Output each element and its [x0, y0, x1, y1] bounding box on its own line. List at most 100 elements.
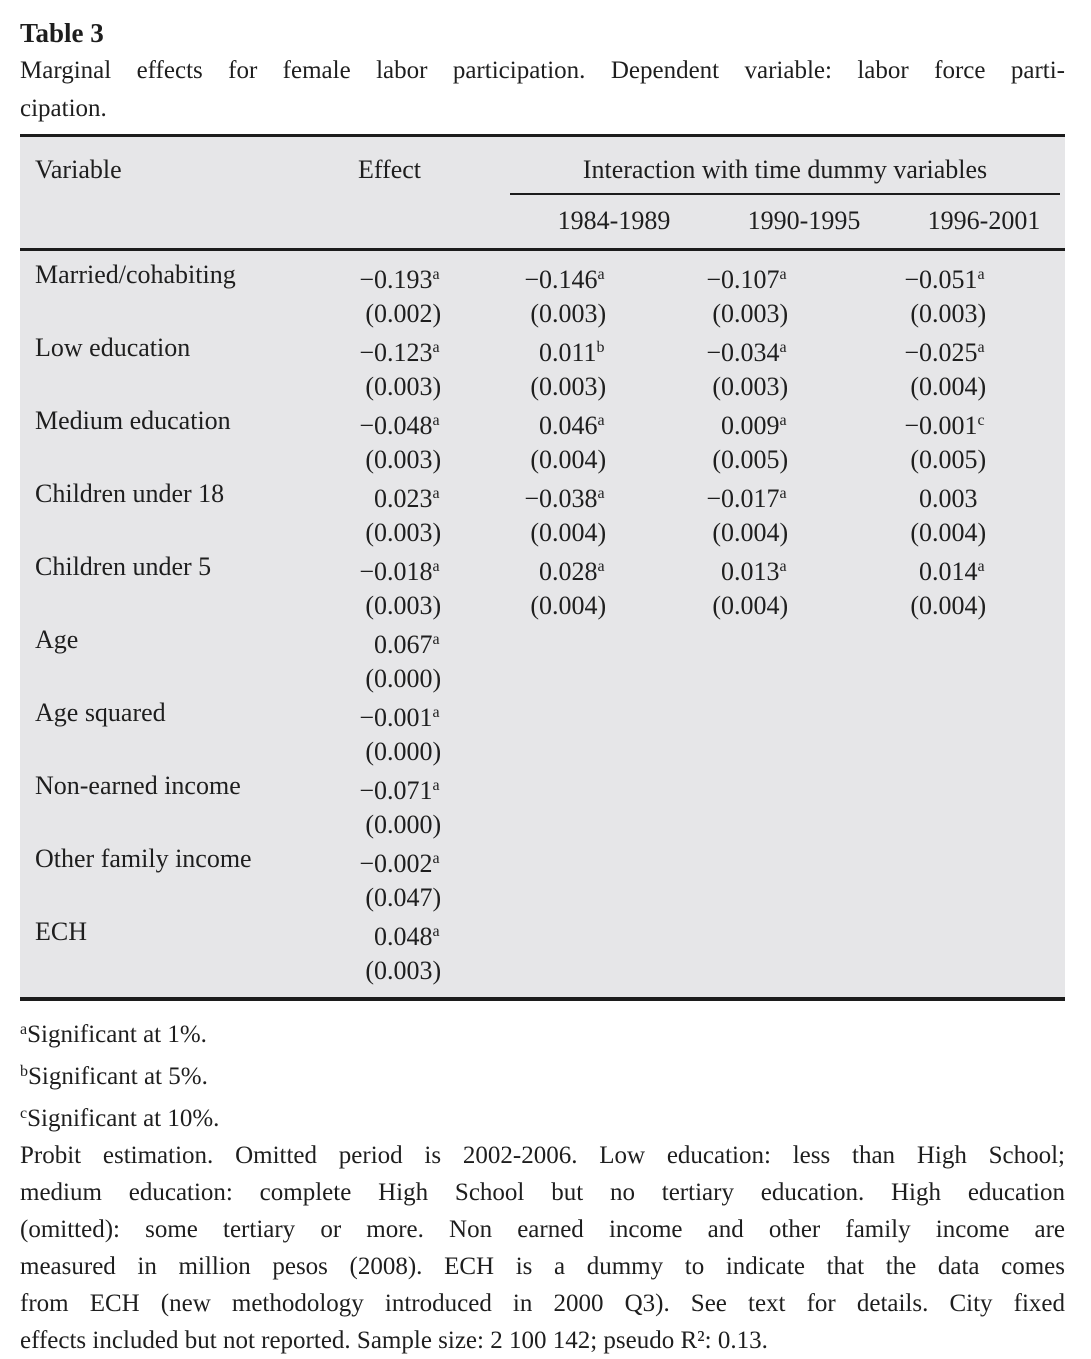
- standard-error: (0.003): [910, 299, 987, 328]
- value-cell: −0.048a (0.003): [358, 404, 523, 477]
- value-cell: −0.051a (0.003): [903, 258, 1065, 331]
- standard-error: (0.047): [365, 883, 442, 912]
- marginal-effect-value: 0.023a: [374, 484, 440, 513]
- value-cell: [903, 769, 1065, 842]
- note-line: Probit estimation. Omitted period is 200…: [20, 1142, 1065, 1169]
- value-cell: −0.107a (0.003): [705, 258, 903, 331]
- standard-error: (0.004): [530, 518, 607, 547]
- value-cell: −0.034a (0.003): [705, 331, 903, 404]
- table-row: Medium education −0.048a (0.003) 0.046a (0.0…: [20, 404, 1065, 477]
- standard-error: (0.003): [530, 372, 607, 401]
- value-cell: 0.028a (0.004): [523, 550, 705, 623]
- standard-error: (0.003): [365, 591, 442, 620]
- value-cell: 0.023a (0.003): [358, 477, 523, 550]
- standard-error: (0.003): [530, 299, 607, 328]
- table-body: Married/cohabiting −0.193a (0.002) −0.146a (…: [20, 251, 1065, 997]
- note-line: from ECH (new methodology introduced in …: [20, 1290, 1065, 1317]
- variable-name: Medium education: [35, 406, 231, 435]
- marginal-effect-value: −0.018a: [359, 557, 440, 586]
- marginal-effect-value: 0.011b: [539, 338, 605, 367]
- footnote-c: cSignificant at 10%.: [20, 1095, 1065, 1137]
- standard-error: (0.003): [712, 372, 789, 401]
- value-cell: [523, 623, 705, 696]
- footnote-b: bSignificant at 5%.: [20, 1053, 1065, 1095]
- marginal-effect-value: −0.017a: [706, 484, 787, 513]
- table-row: Age 0.067a (0.000): [20, 623, 1065, 696]
- standard-error: (0.004): [910, 591, 987, 620]
- footnote-c-sup: c: [20, 1105, 28, 1122]
- variable-name: ECH: [35, 917, 87, 946]
- marginal-effect-value: −0.107a: [706, 265, 787, 294]
- standard-error: (0.005): [712, 445, 789, 474]
- variable-name: Married/cohabiting: [35, 260, 236, 289]
- footnote-a-sup: a: [20, 1021, 28, 1038]
- value-cell: [903, 623, 1065, 696]
- standard-error: (0.004): [910, 518, 987, 547]
- standard-error: (0.005): [910, 445, 987, 474]
- value-cell: 0.048a (0.003): [358, 915, 523, 988]
- table-period-header-row: 1984-1989 1990-1995 1996-2001: [20, 195, 1065, 251]
- marginal-effect-value: −0.038a: [524, 484, 605, 513]
- table-caption: Marginal effects for female labor partic…: [20, 52, 1065, 128]
- table-row: Children under 18 0.023a (0.003) −0.038a (0.…: [20, 477, 1065, 550]
- marginal-effect-value: 0.067a: [374, 630, 440, 659]
- value-cell: 0.014a (0.004): [903, 550, 1065, 623]
- value-cell: [523, 842, 705, 915]
- value-cell: −0.193a (0.002): [358, 258, 523, 331]
- standard-error: (0.004): [712, 518, 789, 547]
- significance-footnotes: aSignificant at 1%. bSignificant at 5%. …: [20, 1011, 1065, 1137]
- value-cell: [903, 915, 1065, 988]
- value-cell: 0.013a (0.004): [705, 550, 903, 623]
- value-cell: −0.018a (0.003): [358, 550, 523, 623]
- standard-error: (0.003): [365, 445, 442, 474]
- table-row: Children under 5 −0.018a (0.003) 0.028a (0.0…: [20, 550, 1065, 623]
- column-header-period-2: 1990-1995: [747, 206, 861, 235]
- standard-error: (0.000): [365, 664, 442, 693]
- footnote-c-text: Significant at 10%.: [27, 1105, 220, 1132]
- standard-error: (0.000): [365, 810, 442, 839]
- standard-error: (0.004): [530, 445, 607, 474]
- value-cell: −0.146a (0.003): [523, 258, 705, 331]
- variable-name: Non-earned income: [35, 771, 241, 800]
- note-line: medium education: complete High School b…: [20, 1179, 1065, 1206]
- variable-name: Children under 18: [35, 479, 225, 508]
- column-header-period-1: 1984-1989: [557, 206, 671, 235]
- caption-line-2: cipation.: [20, 95, 107, 122]
- variable-name: Children under 5: [35, 552, 212, 581]
- table-row: Non-earned income −0.071a (0.000): [20, 769, 1065, 842]
- value-cell: 0.067a (0.000): [358, 623, 523, 696]
- column-header-variable: Variable: [35, 155, 122, 184]
- value-cell: [705, 842, 903, 915]
- note-line: (omitted): some tertiary or more. Non ea…: [20, 1216, 1065, 1243]
- marginal-effect-value: −0.001c: [904, 411, 985, 440]
- marginal-effect-value: −0.123a: [359, 338, 440, 367]
- footnote-a-text: Significant at 1%.: [27, 1021, 207, 1048]
- value-cell: −0.002a (0.047): [358, 842, 523, 915]
- column-header-interaction: Interaction with time dummy variables: [510, 150, 1060, 195]
- value-cell: [523, 696, 705, 769]
- marginal-effect-value: 0.003: [919, 484, 978, 513]
- variable-name: Low education: [35, 333, 191, 362]
- value-cell: [705, 696, 903, 769]
- standard-error: (0.003): [365, 372, 442, 401]
- marginal-effect-value: 0.014a: [919, 557, 985, 586]
- value-cell: [523, 915, 705, 988]
- marginal-effect-value: 0.013a: [721, 557, 787, 586]
- standard-error: (0.004): [910, 372, 987, 401]
- caption-line-1: Marginal effects for female labor partic…: [20, 57, 1065, 84]
- value-cell: 0.003 (0.004): [903, 477, 1065, 550]
- value-cell: 0.011b (0.003): [523, 331, 705, 404]
- value-cell: [903, 842, 1065, 915]
- results-table: Variable Effect Interaction with time du…: [20, 134, 1065, 1001]
- value-cell: [903, 696, 1065, 769]
- standard-error: (0.004): [530, 591, 607, 620]
- standard-error: (0.004): [712, 591, 789, 620]
- value-cell: [705, 769, 903, 842]
- table-number: Table 3: [20, 18, 104, 48]
- table-notes: Probit estimation. Omitted period is 200…: [20, 1137, 1065, 1359]
- column-header-period-3: 1996-2001: [927, 206, 1041, 235]
- marginal-effect-value: −0.048a: [359, 411, 440, 440]
- variable-name: Age squared: [35, 698, 166, 727]
- note-line: effects included but not reported. Sampl…: [20, 1327, 768, 1354]
